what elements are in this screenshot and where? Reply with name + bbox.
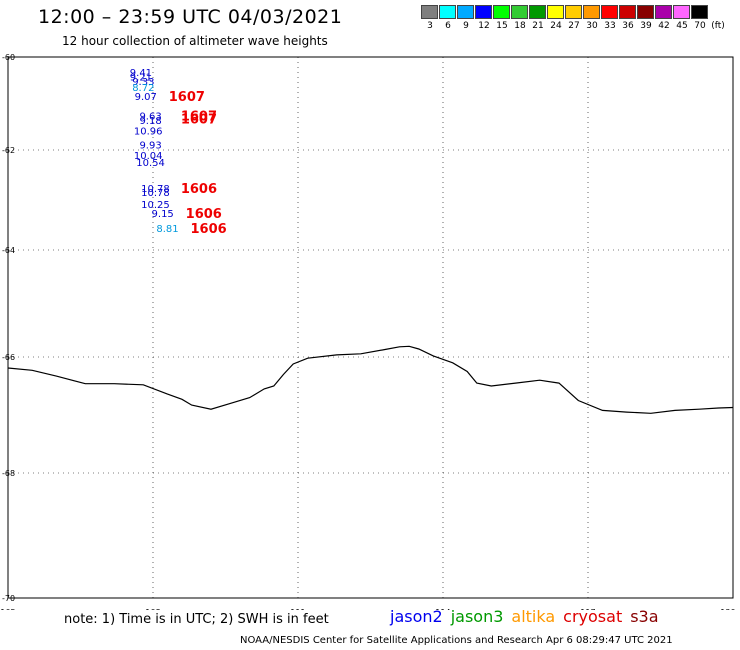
legend-swatch [529,5,546,19]
legend-label: 33 [604,21,616,31]
legend-labels: 3 6 9 12 15 18 21 24 27 30 33 36 39 42 45 70 (ft) [421,19,725,33]
legend-label: 3 [427,21,433,31]
page-title: 12:00 – 23:59 UTC 04/03/2021 [38,6,343,28]
lon-tick-label: 117 [580,608,595,610]
swh-value: 10.96 [134,126,163,137]
legend-swatch [655,5,672,19]
lat-tick-label: -66 [2,353,15,362]
legend-label: 12 [478,21,490,31]
legend-swatch [673,5,690,19]
legend-swatch [601,5,618,19]
legend-label: 36 [622,21,634,31]
legend-label: 45 [676,21,688,31]
coastline [7,345,734,414]
swh-value: 10.54 [136,158,165,169]
pass-time-label: 1606 [186,207,222,222]
footer-credit: NOAA/NESDIS Center for Satellite Applica… [240,635,673,646]
swh-value: 9.07 [135,92,157,103]
map-tick-labels: 105108111114117120-60-62-64-66-68-70 [0,53,735,610]
legend-label: 42 [658,21,670,31]
lon-tick-label: 105 [0,608,15,610]
legend-label: 30 [586,21,598,31]
pass-time-label: 1607 [181,112,217,127]
page-subtitle: 12 hour collection of altimeter wave hei… [62,34,328,48]
swh-value: 9.33 [132,77,154,88]
satellite-altika: altika [511,607,556,626]
legend-swatch [439,5,456,19]
legend-label: 15 [496,21,508,31]
legend-unit: (ft) [711,21,725,31]
swh-value: 9.93 [139,140,161,151]
wave-height-observations: 9.419.219.338.729.079.639.1810.969.9310.… [130,68,179,235]
swh-value: 8.72 [132,83,154,94]
swh-value: 9.21 [130,73,152,84]
map-grid [7,56,734,599]
lon-tick-label: 114 [435,608,450,610]
legend-swatch [637,5,654,19]
swh-value: 9.63 [139,112,161,123]
swh-value: 10.78 [141,188,170,199]
swh-value: 10.78 [141,184,170,195]
pass-time-label: 1606 [181,182,217,197]
lat-tick-label: -68 [2,469,15,478]
footer-note: note: 1) Time is in UTC; 2) SWH is in fe… [64,612,329,627]
legend-label: 6 [445,21,451,31]
satellite-s3a: s3a [630,607,659,626]
color-legend: 3 6 9 12 15 18 21 24 27 30 33 36 39 42 45 70 (ft) [421,5,725,33]
legend-label: 9 [463,21,469,31]
legend-swatch [475,5,492,19]
satellite-cryosat: cryosat [563,607,623,626]
legend-swatch [493,5,510,19]
legend-swatch [547,5,564,19]
legend-label: 27 [568,21,580,31]
legend-label: 24 [550,21,562,31]
pass-time-label: 1607 [181,110,217,125]
legend-swatch [691,5,708,19]
legend-swatch [583,5,600,19]
legend-swatch [457,5,474,19]
legend-label: 18 [514,21,526,31]
swh-value: 10.25 [141,200,170,211]
swh-value: 10.04 [134,151,163,162]
satellite-jason3: jason3 [450,607,504,626]
pass-time-label: 1607 [169,90,205,105]
lon-tick-label: 120 [720,608,735,610]
legend-label: 70 [694,21,706,31]
legend-label: 21 [532,21,544,31]
swh-value: 9.18 [139,116,161,127]
lon-tick-label: 111 [290,608,305,610]
legend-label: 39 [640,21,652,31]
legend-swatch [511,5,528,19]
legend-swatch [619,5,636,19]
altimeter-map: 105108111114117120-60-62-64-66-68-70 9.4… [0,53,735,610]
swh-value: 9.15 [152,209,174,220]
map-frame [7,56,734,599]
lat-tick-label: -62 [2,146,15,155]
pass-time-label: 1606 [190,222,226,237]
legend-swatch [565,5,582,19]
swh-value: 9.41 [130,68,152,79]
lon-tick-label: 108 [145,608,160,610]
satellite-jason2: jason2 [390,607,443,626]
satellite-legend: jason2 jason3 altika cryosat s3a [390,607,667,626]
legend-swatches [421,5,709,19]
swh-value: 8.81 [156,224,178,235]
legend-swatch [421,5,438,19]
lat-tick-label: -64 [2,246,15,255]
